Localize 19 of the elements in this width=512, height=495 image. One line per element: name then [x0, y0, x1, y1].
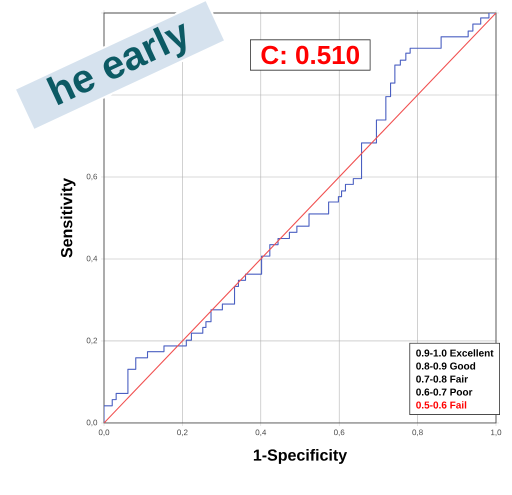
- x-tick-label: 0,2: [177, 430, 188, 436]
- x-axis-title: 1-Specificity: [254, 449, 348, 464]
- y-tick-label: 0,0: [86, 420, 98, 426]
- annotation: 0.6-0.7 Poor: [416, 388, 472, 396]
- x-tick-label: 0,4: [256, 430, 266, 436]
- x-tick-label: 0,0: [98, 430, 110, 436]
- annotation: 0.8-0.9 Good: [416, 362, 476, 370]
- annotation: 0.9-1.0 Excellent: [416, 349, 494, 357]
- y-tick-label: 0,4: [86, 256, 98, 262]
- x-tick-label: 0,6: [334, 430, 344, 436]
- annotation: he early: [46, 23, 186, 106]
- annotation: C: 0.510: [261, 46, 360, 64]
- annotation: 0.5-0.6 Fail: [416, 401, 466, 409]
- annotation: 0.7-0.8 Fair: [416, 375, 468, 383]
- y-tick-label: 0,6: [86, 174, 98, 180]
- x-tick-label: 1,0: [491, 430, 502, 436]
- y-axis-title: Sensitivity: [60, 178, 76, 258]
- x-tick-label: 0,8: [412, 430, 423, 436]
- y-tick-label: 0,2: [86, 338, 98, 344]
